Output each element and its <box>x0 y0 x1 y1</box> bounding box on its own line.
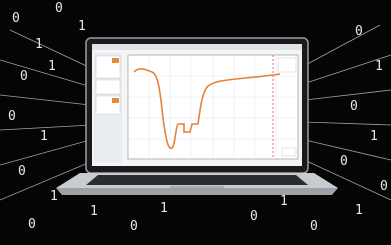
binary-digit: 0 <box>250 209 258 224</box>
plot-area <box>128 55 298 159</box>
binary-digit: 1 <box>355 203 363 218</box>
binary-digit: 0 <box>20 69 28 84</box>
binary-digit: 0 <box>130 219 138 234</box>
binary-digit: 0 <box>18 164 26 179</box>
binary-digit: 1 <box>280 194 288 209</box>
binary-digit: 1 <box>78 19 86 34</box>
side-panel <box>94 53 122 163</box>
laptop-trackpad <box>170 186 224 188</box>
binary-digit: 0 <box>350 99 358 114</box>
binary-digit: 0 <box>355 24 363 39</box>
binary-digit: 0 <box>310 219 318 234</box>
binary-digit: 1 <box>35 37 43 52</box>
binary-digit: 0 <box>340 154 348 169</box>
laptop-keyboard <box>86 175 308 185</box>
scene: 010101010101010101001010 <box>0 0 391 245</box>
binary-digit: 1 <box>48 59 56 74</box>
binary-digit: 0 <box>28 217 36 232</box>
binary-digit: 1 <box>90 204 98 219</box>
binary-digit: 0 <box>12 11 20 26</box>
binary-digit: 1 <box>370 129 378 144</box>
binary-digit: 0 <box>380 179 388 194</box>
laptop-base-edge <box>56 188 338 195</box>
binary-digit: 1 <box>40 129 48 144</box>
binary-digit: 1 <box>50 189 58 204</box>
binary-digit: 1 <box>375 59 383 74</box>
binary-digit: 1 <box>160 201 168 216</box>
binary-digit: 0 <box>8 109 16 124</box>
binary-digit: 0 <box>55 1 63 16</box>
app-titlebar <box>92 44 302 50</box>
